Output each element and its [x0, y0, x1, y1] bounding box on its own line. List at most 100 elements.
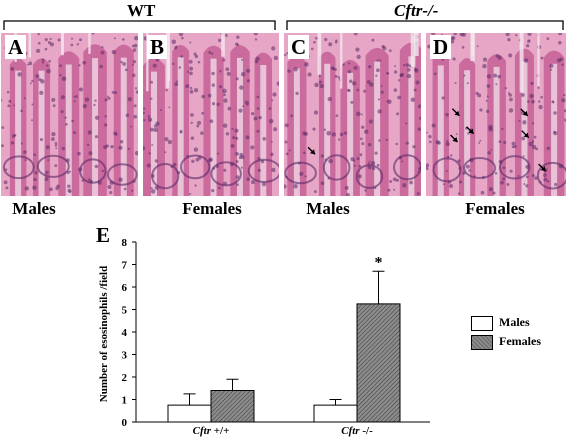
crypt — [180, 154, 211, 180]
nucleus — [68, 170, 71, 173]
nucleus — [361, 125, 365, 129]
nucleus — [239, 152, 244, 157]
nucleus — [189, 66, 194, 71]
nucleus — [70, 37, 74, 40]
nucleus — [531, 122, 535, 125]
nucleus — [417, 104, 421, 109]
nucleus — [350, 100, 354, 104]
nucleus — [29, 82, 32, 85]
panel-d: D — [426, 33, 566, 196]
nucleus — [465, 164, 470, 169]
nucleus — [299, 171, 304, 176]
nucleus — [193, 52, 197, 56]
nucleus — [380, 85, 383, 88]
nucleus — [35, 74, 40, 79]
crypt — [536, 161, 566, 190]
nucleus — [498, 140, 502, 144]
nucleus — [255, 56, 260, 62]
nucleus — [39, 90, 44, 95]
nucleus — [37, 33, 40, 36]
villus-core — [120, 57, 127, 196]
nucleus — [211, 52, 214, 55]
nucleus — [130, 125, 133, 128]
nucleus — [418, 167, 421, 171]
nucleus — [285, 152, 289, 156]
nucleus — [522, 155, 525, 158]
nucleus — [428, 134, 432, 139]
crypt — [36, 154, 70, 178]
nucleus — [448, 180, 452, 184]
arrowhead-icon — [454, 110, 460, 116]
nucleus — [356, 111, 361, 117]
nucleus — [257, 168, 261, 172]
nucleus — [245, 135, 250, 140]
nucleus — [488, 127, 493, 132]
nucleus — [76, 43, 80, 46]
nucleus — [254, 38, 258, 41]
nucleus — [526, 44, 530, 48]
nucleus — [147, 117, 153, 122]
nucleus — [462, 171, 466, 175]
nucleus — [207, 93, 212, 98]
nucleus — [528, 141, 534, 147]
nucleus — [518, 119, 521, 122]
nucleus — [94, 99, 97, 102]
nucleus — [119, 139, 124, 144]
nucleus — [135, 90, 138, 94]
nucleus — [507, 38, 511, 42]
nucleus — [284, 123, 289, 128]
nucleus — [201, 94, 206, 99]
nucleus — [127, 97, 132, 102]
nucleus — [171, 62, 175, 66]
nucleus — [60, 95, 66, 100]
nucleus — [356, 88, 360, 92]
nucleus — [564, 109, 566, 113]
nucleus — [450, 154, 453, 157]
nucleus — [147, 115, 151, 118]
nucleus — [402, 183, 407, 188]
nucleus — [378, 139, 381, 142]
nucleus — [327, 96, 332, 102]
nucleus — [313, 190, 317, 194]
nucleus — [376, 163, 380, 167]
nucleus — [197, 120, 202, 125]
nucleus — [40, 79, 45, 84]
nucleus — [397, 95, 401, 100]
nucleus — [293, 67, 298, 72]
nucleus — [149, 127, 154, 132]
nucleus — [328, 158, 333, 164]
nucleus — [1, 99, 3, 102]
nucleus — [10, 67, 15, 71]
nucleus — [529, 93, 534, 99]
nucleus — [476, 45, 479, 48]
nucleus — [295, 91, 299, 96]
nucleus — [239, 85, 244, 90]
nucleus — [386, 100, 389, 103]
nucleus — [353, 164, 356, 167]
nucleus — [227, 106, 232, 111]
caption-b: Females — [182, 199, 242, 218]
nucleus — [525, 184, 529, 188]
nucleus — [335, 39, 338, 42]
nucleus — [457, 159, 461, 163]
legend-label-males: Males — [499, 315, 530, 329]
nucleus — [6, 90, 10, 94]
nucleus — [326, 130, 331, 136]
nucleus — [502, 177, 506, 181]
nucleus — [257, 157, 261, 161]
nucleus — [35, 48, 41, 53]
nucleus — [525, 164, 530, 169]
nucleus — [550, 68, 553, 71]
nucleus — [250, 180, 255, 185]
nucleus — [123, 187, 127, 191]
nucleus — [70, 43, 74, 47]
nucleus — [513, 144, 517, 149]
nucleus — [302, 131, 307, 136]
nucleus — [39, 137, 44, 142]
caption-a: Males — [12, 199, 56, 218]
nucleus — [392, 177, 397, 182]
nucleus — [219, 70, 222, 73]
nucleus — [50, 137, 55, 141]
nucleus — [389, 180, 393, 183]
nucleus — [377, 109, 382, 114]
